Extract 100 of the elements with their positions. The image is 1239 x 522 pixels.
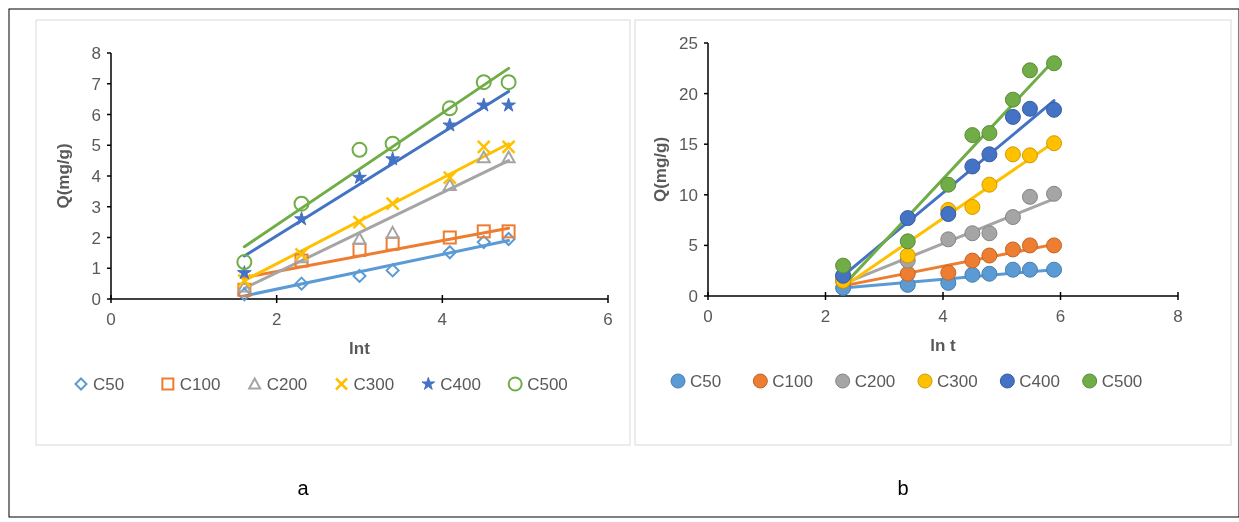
point (476, 224, 491, 239)
point (352, 169, 367, 184)
point (385, 151, 400, 166)
point (501, 139, 516, 155)
point (442, 170, 458, 185)
point (940, 176, 957, 193)
point (1046, 101, 1063, 118)
point (964, 266, 981, 283)
point (442, 230, 457, 245)
point (964, 158, 981, 175)
y-tick-label: 5 (688, 236, 698, 256)
point (899, 265, 916, 282)
y-tick-label: 25 (679, 34, 698, 53)
point (385, 236, 400, 251)
point (352, 232, 367, 245)
legend-label: C300 (937, 372, 978, 391)
point (475, 74, 492, 91)
point (1021, 147, 1038, 164)
point (981, 225, 998, 242)
y-tick-label: 5 (91, 136, 101, 156)
point (981, 176, 998, 193)
point (1021, 261, 1038, 278)
legend-label: C500 (527, 375, 568, 394)
point (501, 97, 516, 112)
point (981, 265, 998, 282)
point (385, 263, 400, 278)
x-tick-label: 6 (1055, 307, 1066, 326)
legend-label: C400 (440, 375, 481, 394)
point (385, 225, 400, 239)
y-tick-label: 7 (91, 74, 101, 94)
y-tick-label: 4 (91, 167, 101, 186)
point (899, 233, 916, 250)
legend-label: C200 (266, 375, 308, 394)
x-tick-label: 4 (437, 310, 448, 329)
y-tick-label: 8 (91, 44, 101, 63)
point (1004, 91, 1021, 108)
text: a (297, 477, 310, 499)
point (501, 224, 516, 239)
point (964, 225, 981, 242)
y-tick-label: 10 (679, 185, 698, 205)
text: b (897, 477, 909, 499)
point (442, 117, 458, 132)
y-tick-label: 1 (91, 259, 101, 279)
point (899, 247, 916, 264)
point (237, 282, 252, 297)
y-tick-label: 0 (688, 287, 698, 306)
point (1046, 55, 1063, 72)
y-axis-title: Q(mg/g) (54, 143, 73, 209)
point (476, 235, 491, 250)
legend-label: C400 (1019, 372, 1060, 391)
point (237, 265, 252, 280)
legend-label: C100 (179, 375, 221, 394)
point (835, 257, 852, 274)
point (500, 74, 517, 91)
y-tick-label: 20 (679, 84, 698, 104)
point (899, 210, 916, 227)
point (1046, 237, 1063, 254)
point (352, 214, 367, 230)
y-tick-label: 2 (91, 228, 101, 248)
legend-label: C50 (690, 372, 722, 391)
x-axis-title: lnt (349, 339, 371, 358)
point (1021, 188, 1038, 205)
point (294, 253, 309, 268)
point (385, 196, 400, 211)
point (1046, 185, 1063, 202)
point (940, 264, 957, 281)
y-tick-label: 15 (679, 135, 698, 155)
point (964, 198, 981, 215)
point (1021, 62, 1038, 79)
point (1004, 261, 1021, 278)
point (441, 100, 458, 117)
y-tick-label: 6 (91, 105, 101, 125)
x-tick-label: 2 (271, 310, 282, 329)
x-tick-label: 2 (820, 307, 831, 326)
point (940, 231, 957, 248)
point (981, 125, 998, 142)
point (351, 141, 368, 158)
legend-label: C300 (353, 375, 395, 394)
point (352, 242, 367, 257)
point (1004, 146, 1021, 163)
legend-label: C100 (772, 372, 813, 391)
point (237, 287, 252, 302)
point (1021, 100, 1038, 117)
point (1046, 135, 1063, 152)
point (1021, 237, 1038, 254)
legend-label: C500 (1101, 372, 1143, 391)
point (940, 206, 957, 223)
legend-label: C50 (93, 375, 125, 394)
point (384, 135, 401, 152)
point (1004, 108, 1021, 125)
point (442, 178, 457, 192)
point (501, 232, 516, 247)
point (476, 139, 491, 155)
point (981, 146, 998, 163)
point (293, 195, 310, 212)
y-axis-title: Q(mg/g) (651, 136, 670, 203)
x-tick-label: 6 (603, 310, 613, 329)
point (352, 268, 367, 283)
point (1004, 241, 1021, 258)
point (294, 276, 309, 291)
